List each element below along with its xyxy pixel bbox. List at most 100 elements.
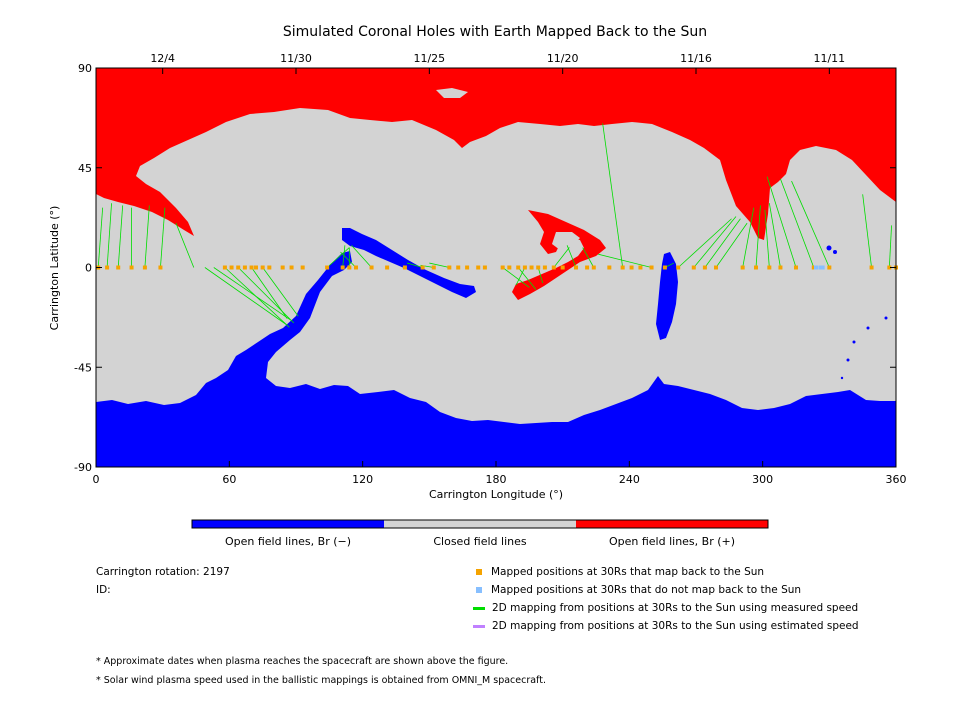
mapped-point xyxy=(325,265,330,270)
mapped-point xyxy=(516,265,521,270)
mapped-point xyxy=(229,265,234,270)
mapped-point xyxy=(158,265,163,270)
legend-label: 2D mapping from positions at 30Rs to the… xyxy=(492,602,859,614)
date-tick-label: 11/20 xyxy=(547,52,579,65)
colorbar-label-negative: Open field lines, Br (−) xyxy=(225,535,351,548)
mapped-point xyxy=(385,265,390,270)
south-polar-hole xyxy=(96,251,896,467)
y-tick-label: 45 xyxy=(78,162,92,175)
mapped-point xyxy=(254,265,258,270)
colorbar-negative xyxy=(192,520,384,528)
mapped-point xyxy=(105,265,110,270)
mapped-point xyxy=(754,265,758,270)
mapped-point xyxy=(585,265,590,270)
mapped-point xyxy=(222,265,227,270)
mapping-line xyxy=(160,207,166,268)
legend-label: 2D mapping from positions at 30Rs to the… xyxy=(492,620,859,632)
mapped-point xyxy=(129,265,134,270)
mapped-point xyxy=(116,265,121,270)
id-label: ID: xyxy=(96,584,111,596)
mapping-line xyxy=(764,209,770,268)
mapped-point xyxy=(551,265,556,270)
mapped-point xyxy=(607,265,612,270)
unmapped-point xyxy=(818,265,823,270)
mapped-point xyxy=(714,265,718,270)
mapped-point xyxy=(300,265,305,270)
mapped-point xyxy=(465,265,470,270)
mapped-point xyxy=(794,265,798,270)
mapped-point xyxy=(249,265,254,270)
mapping-line xyxy=(237,267,295,324)
mapped-point xyxy=(529,265,534,270)
mapped-point xyxy=(482,265,487,270)
north-polar-hole xyxy=(96,68,896,240)
mapping-line xyxy=(888,225,892,268)
legend-label: Mapped positions at 30Rs that do not map… xyxy=(491,584,802,596)
mapped-point xyxy=(778,265,783,270)
mapped-point xyxy=(629,265,634,270)
mapping-line xyxy=(429,262,450,268)
mapped-point xyxy=(887,265,892,270)
date-axis: 12/4 11/30 11/25 11/20 11/16 11/11 xyxy=(150,52,845,74)
narrow-negative-hole xyxy=(656,252,678,340)
closed-field-region xyxy=(552,232,580,250)
mapping-line xyxy=(693,216,737,268)
estimated-line-icon xyxy=(473,624,485,628)
x-tick-label: 180 xyxy=(486,473,507,486)
mapping-line xyxy=(755,205,761,268)
x-tick-label: 0 xyxy=(93,473,100,486)
chart-title: Simulated Coronal Holes with Earth Mappe… xyxy=(283,24,707,40)
unmapped-point xyxy=(814,265,818,270)
mapped-point xyxy=(402,265,407,270)
mapped-point xyxy=(591,265,596,270)
mapping-line xyxy=(144,205,150,268)
mapping-line xyxy=(791,180,830,268)
mapping-line xyxy=(715,222,748,268)
y-tick-label: -45 xyxy=(74,361,92,374)
mapped-point xyxy=(522,265,527,270)
mapped-point xyxy=(500,265,505,270)
unmapped-point xyxy=(820,265,825,270)
mapping-line xyxy=(742,207,755,268)
x-tick-label: 240 xyxy=(619,473,640,486)
mapping-line xyxy=(582,247,595,268)
mapped-point xyxy=(869,265,874,270)
mapping-line xyxy=(598,253,652,268)
mapping-line xyxy=(340,251,357,268)
legend-item-measured: 2D mapping from positions at 30Rs to the… xyxy=(473,602,859,614)
mapped-point xyxy=(620,265,625,270)
mapping-line xyxy=(566,245,577,268)
x-tick-label: 300 xyxy=(752,473,773,486)
mapping-line xyxy=(326,247,350,268)
mapped-point xyxy=(676,265,681,270)
mapping-line xyxy=(677,218,732,268)
mapping-line xyxy=(780,178,815,268)
colorbar-label-positive: Open field lines, Br (+) xyxy=(609,535,735,548)
mapping-line xyxy=(342,245,346,268)
date-tick-label: 11/11 xyxy=(813,52,845,65)
legend-item-estimated: 2D mapping from positions at 30Rs to the… xyxy=(473,620,859,632)
plot-area xyxy=(95,67,898,468)
mapped-point xyxy=(507,265,512,270)
x-axis: 0 60 120 180 240 300 360 xyxy=(93,461,907,486)
mapped-point xyxy=(260,265,265,270)
mapped-point xyxy=(289,265,294,270)
mapped-point xyxy=(811,265,816,270)
y-tick-label: 0 xyxy=(85,262,92,275)
y-tick-label: 90 xyxy=(78,62,92,75)
mapping-line xyxy=(407,262,423,268)
mapping-line xyxy=(537,267,544,284)
legend-label: Mapped positions at 30Rs that map back t… xyxy=(491,566,765,578)
mapped-point xyxy=(236,265,241,270)
mapping-line xyxy=(768,203,781,268)
mapped-point xyxy=(662,265,667,270)
mapping-line xyxy=(251,267,288,319)
mapped-points xyxy=(96,265,898,270)
colorbar-positive xyxy=(576,520,768,528)
mapped-point xyxy=(542,265,547,270)
legend-item-mapped: Mapped positions at 30Rs that map back t… xyxy=(476,566,764,578)
mapping-line xyxy=(106,203,112,268)
colorbar: Open field lines, Br (−) Closed field li… xyxy=(191,519,769,548)
equatorial-negative-hole xyxy=(342,228,476,298)
